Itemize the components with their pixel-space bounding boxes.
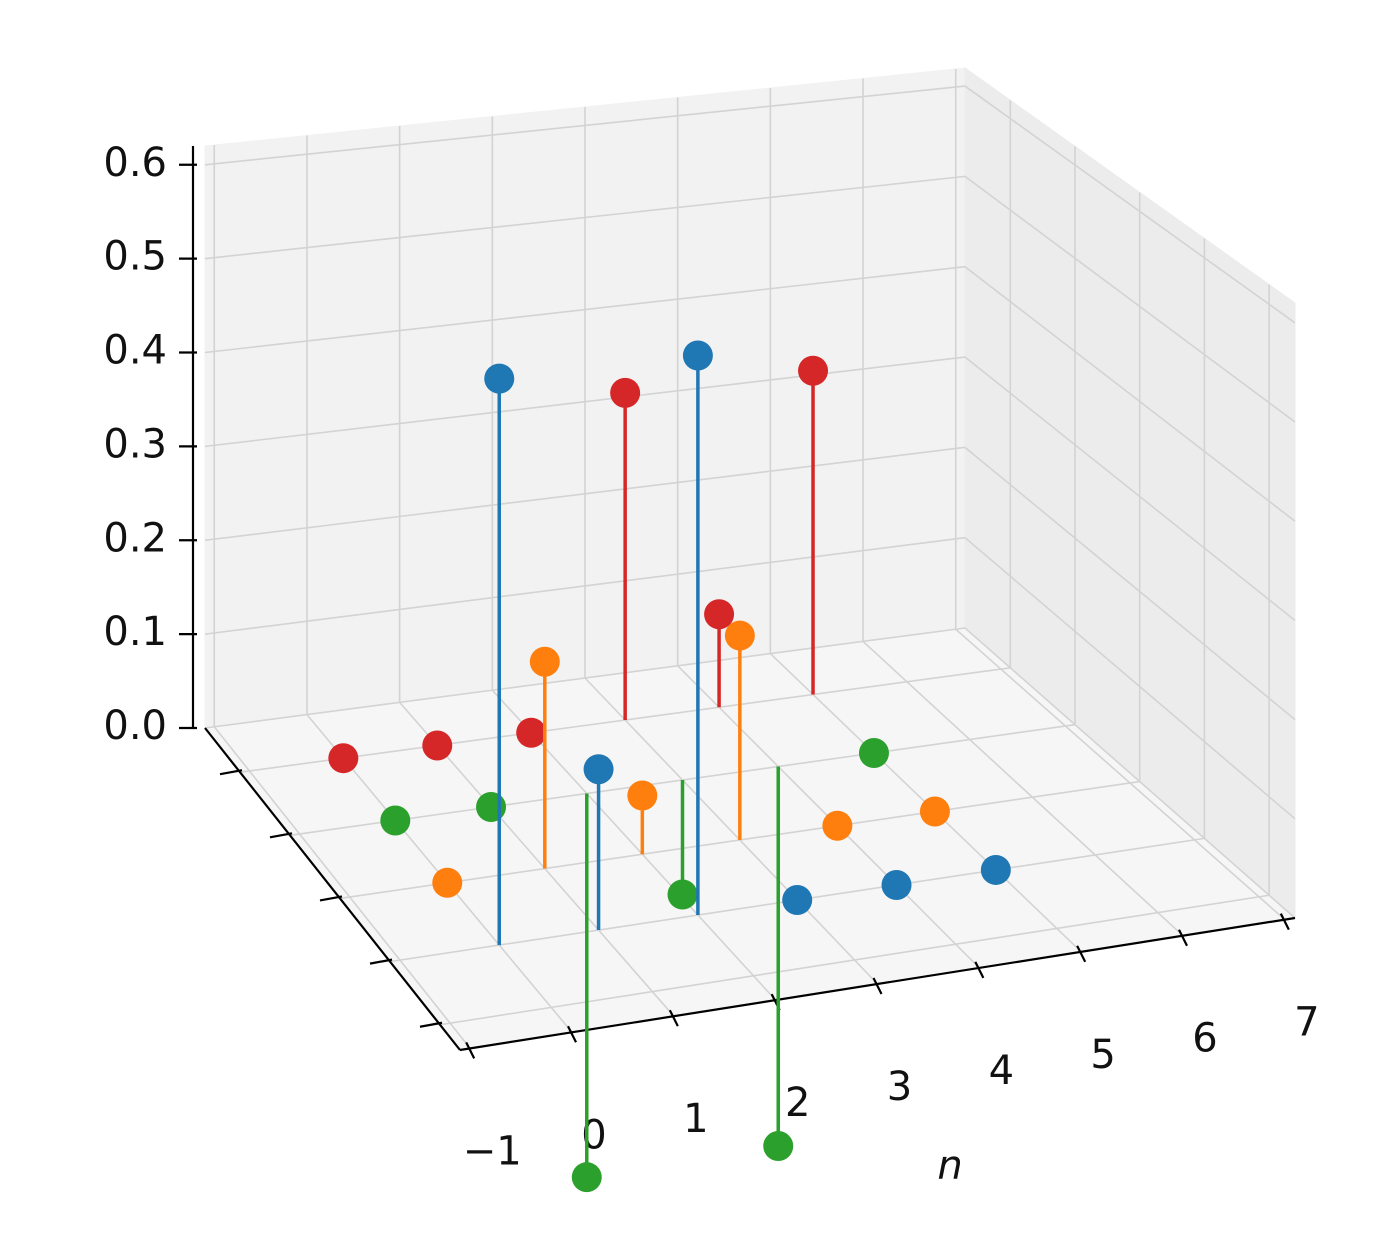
stem-marker bbox=[763, 1131, 794, 1162]
stem-marker bbox=[704, 599, 735, 630]
grid-line bbox=[964, 266, 1296, 522]
stem-marker bbox=[583, 754, 614, 785]
stem-marker bbox=[682, 340, 713, 371]
stem-marker bbox=[858, 738, 889, 769]
x-tick bbox=[1279, 913, 1290, 931]
stem-marker bbox=[919, 796, 950, 827]
grid-line bbox=[964, 446, 1296, 721]
z-tick-label: 0.2 bbox=[103, 515, 167, 561]
z-tick-label: 0.6 bbox=[103, 140, 167, 186]
x-tick bbox=[668, 1009, 679, 1027]
grid-line bbox=[964, 537, 1296, 820]
x-tick bbox=[974, 961, 985, 979]
grid-line bbox=[964, 85, 1296, 324]
x-tick bbox=[1178, 929, 1188, 947]
z-tick-label: 0.0 bbox=[103, 703, 167, 749]
x-tick-label: 3 bbox=[887, 1064, 912, 1110]
x-tick-label: 2 bbox=[785, 1080, 810, 1126]
z-tick-label: 0.4 bbox=[103, 328, 167, 374]
grid-line bbox=[862, 640, 1184, 937]
stem-marker bbox=[484, 363, 515, 394]
grid-line bbox=[964, 356, 1296, 622]
x-tick bbox=[1076, 945, 1087, 963]
grid-line bbox=[964, 175, 1296, 423]
stem-marker bbox=[667, 879, 698, 910]
x-axis bbox=[459, 916, 1296, 1052]
stem-marker bbox=[422, 730, 453, 761]
x-tick-label: −1 bbox=[463, 1128, 522, 1174]
stem-marker bbox=[822, 810, 853, 841]
stem-marker bbox=[380, 805, 411, 836]
grid-line bbox=[439, 894, 1270, 1026]
x-tick bbox=[465, 1041, 476, 1059]
grid-line bbox=[955, 628, 1286, 921]
stem-marker bbox=[782, 885, 813, 915]
stem-marker bbox=[571, 1162, 602, 1193]
x-tick-label: 4 bbox=[989, 1048, 1014, 1094]
z-tick-label: 0.3 bbox=[103, 421, 167, 467]
grid-line bbox=[213, 726, 471, 1049]
grid-line bbox=[964, 627, 1296, 919]
x-tick-label: 6 bbox=[1192, 1016, 1217, 1062]
stem-marker bbox=[476, 791, 507, 822]
x-tick-label: 7 bbox=[1294, 1000, 1319, 1046]
x-axis-label: n bbox=[937, 1143, 962, 1189]
stem-marker bbox=[724, 620, 755, 651]
x-tick-label: 1 bbox=[683, 1096, 708, 1142]
stem-marker bbox=[328, 743, 359, 774]
x-tick bbox=[872, 977, 883, 995]
z-tick-label: 0.1 bbox=[103, 609, 167, 655]
stem-marker bbox=[516, 717, 547, 748]
stem-marker bbox=[881, 869, 912, 900]
stem-marker bbox=[627, 780, 658, 811]
stem-marker bbox=[529, 646, 560, 677]
grid-line bbox=[584, 677, 879, 985]
stem-marker bbox=[610, 377, 641, 408]
y-axis bbox=[204, 727, 461, 1051]
stem-marker bbox=[980, 854, 1011, 885]
stem-marker bbox=[798, 355, 829, 386]
stem-marker bbox=[432, 867, 463, 898]
z-tick-label: 0.5 bbox=[103, 234, 167, 280]
x-tick bbox=[567, 1025, 577, 1043]
x-tick-label: 5 bbox=[1090, 1032, 1115, 1078]
